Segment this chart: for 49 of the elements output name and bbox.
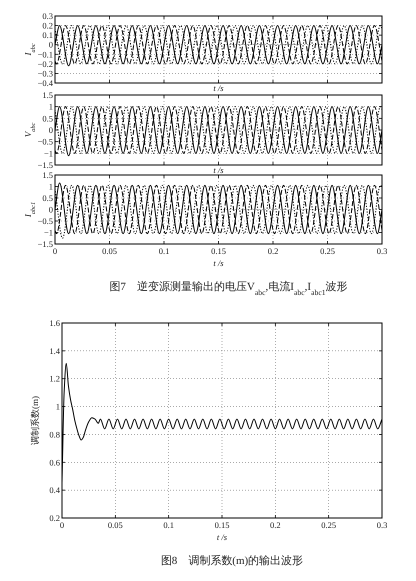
x-tick-label: 0.2: [268, 246, 278, 256]
y-tick-label: −0.3: [38, 68, 53, 78]
x-axis-title: t /s: [213, 83, 224, 93]
x-tick-label: 0.25: [320, 246, 335, 256]
y-tick-label: 0.5: [42, 113, 53, 124]
y-tick-label: 0.1: [42, 30, 53, 40]
x-axis-title: t /s: [213, 165, 224, 175]
x-tick-label: 0.3: [376, 246, 388, 256]
y-tick-label: −0.2: [38, 58, 53, 69]
y-tick-label: 1.5: [42, 170, 53, 180]
y-tick-label: 0.3: [42, 11, 53, 21]
y-tick-label: 0: [48, 204, 53, 214]
y-tick-label: 0.5: [42, 193, 53, 203]
y-tick-label: 0.4: [49, 485, 61, 496]
y-tick-label: 1.2: [49, 374, 60, 384]
x-tick-label: 0.2: [270, 520, 281, 530]
caption: 图7 逆变源测量输出的电压V$_{abc}$,电流I$_{abc}$,I$_{abc1}$波形: [109, 280, 348, 296]
y-tick-label: 1.6: [49, 318, 60, 328]
x-tick-label: 0.1: [163, 520, 174, 530]
x-tick-label: 0.15: [211, 246, 226, 256]
y-tick-label: 1: [48, 102, 53, 112]
y-tick-label: −0.1: [38, 49, 53, 60]
y-tick-label: −1.5: [38, 160, 53, 170]
y-tick-label: −0.5: [38, 136, 53, 147]
x-tick-label: 0.15: [214, 520, 230, 530]
y-tick-label: −1: [44, 228, 53, 238]
x-tick-label: 0.25: [321, 520, 336, 530]
caption: 图8 调制系数(m)的输出波形: [160, 554, 304, 567]
y-tick-label: −0.4: [38, 78, 54, 88]
x-axis-title: t /s: [216, 532, 228, 542]
y-tick-label: 0: [48, 40, 53, 50]
x-tick-label: 0.05: [108, 520, 123, 530]
y-tick-label: 1: [48, 182, 53, 192]
x-tick-label: 0.3: [376, 520, 388, 530]
y-tick-label: 0.2: [49, 513, 60, 523]
x-axis-title: t /s: [213, 258, 224, 268]
y-axis-title: 调制系数(m): [30, 396, 40, 445]
y-tick-label: −1.5: [38, 239, 53, 249]
y-tick-label: −1: [44, 148, 53, 158]
y-tick-label: 1.4: [49, 346, 61, 356]
y-tick-label: 0.8: [49, 429, 60, 440]
y-tick-label: 0.6: [49, 457, 60, 468]
x-tick-label: 0.05: [102, 246, 117, 256]
y-tick-label: −0.5: [38, 216, 53, 226]
y-tick-label: 1: [56, 402, 60, 412]
y-tick-label: 0.2: [42, 20, 53, 31]
y-tick-label: 0: [48, 125, 53, 135]
y-tick-label: 1.5: [42, 90, 53, 100]
x-tick-label: 0.1: [158, 246, 170, 256]
